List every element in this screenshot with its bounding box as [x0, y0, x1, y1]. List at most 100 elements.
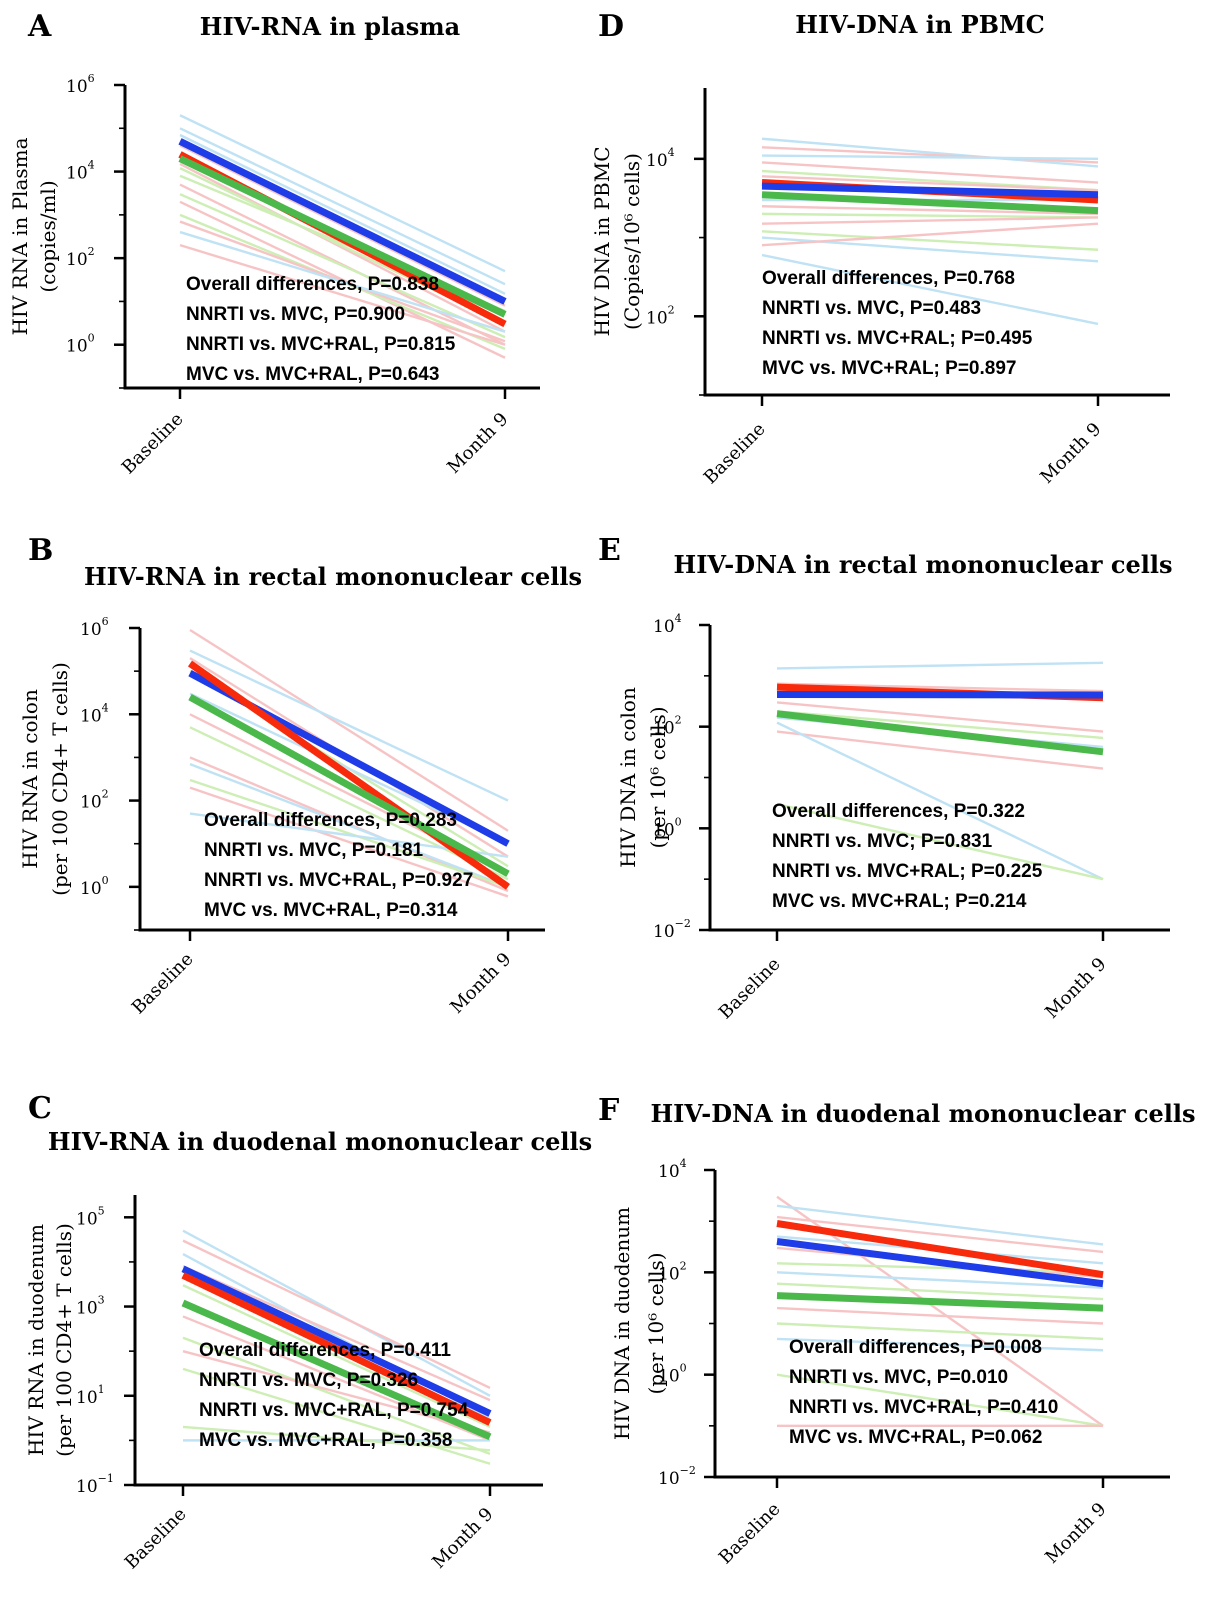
p-value-annotation: NNRTI vs. MVC+RAL; P=0.225	[772, 861, 1043, 882]
individual-line	[761, 161, 1099, 184]
p-value-annotation: Overall differences, P=0.008	[789, 1337, 1042, 1358]
individual-line	[776, 1215, 1104, 1254]
chart-title: HIV-RNA in plasma	[200, 12, 460, 41]
series-line-mvc	[178, 138, 507, 305]
individual-line	[179, 133, 506, 295]
y-tick-label: 10−2	[653, 917, 691, 942]
individual-line	[776, 682, 1104, 693]
individual-line	[189, 762, 509, 888]
individual-line	[182, 1367, 491, 1465]
individual-line	[761, 146, 1099, 164]
y-tick-label: 105	[76, 1204, 105, 1229]
p-value-annotation: MVC vs. MVC+RAL, P=0.062	[789, 1427, 1042, 1448]
p-value-annotation: Overall differences, P=0.411	[199, 1340, 451, 1361]
chart-panel-f: F HIV-DNA in duodenal mononuclear cells HI…	[598, 1093, 1196, 1568]
individual-line	[776, 710, 1104, 740]
y-tick-label: 102	[80, 788, 109, 813]
individual-line	[179, 144, 506, 307]
individual-line	[776, 1322, 1104, 1341]
p-value-annotation: NNRTI vs. MVC, P=0.326	[199, 1370, 418, 1391]
individual-line	[761, 230, 1099, 251]
y-tick-label: 102	[658, 1259, 687, 1284]
x-tick-label: Month 9	[1036, 419, 1105, 488]
chart-title: HIV-RNA in duodenal mononuclear cells	[48, 1127, 592, 1156]
individual-line	[182, 1425, 491, 1452]
individual-line	[179, 162, 506, 333]
p-value-annotation: NNRTI vs. MVC, P=0.900	[186, 304, 405, 325]
individual-line	[776, 1262, 1104, 1274]
y-tick-label: 10−2	[658, 1464, 696, 1489]
individual-line	[761, 216, 1099, 225]
individual-line	[776, 661, 1104, 670]
individual-line	[189, 786, 509, 898]
individual-line	[776, 721, 1104, 881]
x-tick-label: Baseline	[118, 409, 188, 479]
p-value-annotation: NNRTI vs. MVC; P=0.831	[772, 831, 993, 852]
individual-line	[761, 253, 1099, 326]
y-tick-label: 100	[658, 1362, 687, 1387]
individual-line	[189, 726, 509, 881]
individual-line	[189, 778, 509, 888]
chart-panel-a: A HIV-RNA in plasma HIV RNA in Plasma (copi…	[8, 9, 540, 478]
x-tick-label: Month 9	[443, 409, 512, 478]
panel-letter: B	[28, 533, 53, 568]
panel-letter: E	[598, 533, 621, 568]
y-axis-label: (per 10⁶ cells)	[644, 1252, 668, 1394]
p-value-annotation: NNRTI vs. MVC+RAL, P=0.815	[186, 334, 456, 355]
y-axis-label: HIV DNA in PBMC	[590, 146, 614, 336]
p-value-annotation: MVC vs. MVC+RAL, P=0.643	[186, 364, 439, 385]
series-line-mvc	[776, 1238, 1104, 1288]
individual-line	[182, 1265, 491, 1402]
x-tick-label: Baseline	[121, 1504, 191, 1574]
individual-line	[179, 230, 506, 333]
panel-letter: A	[27, 9, 52, 44]
chart-title: HIV-DNA in duodenal mononuclear cells	[650, 1099, 1195, 1128]
individual-line	[189, 649, 509, 802]
y-axis-label: (per 100 CD4+ T cells)	[48, 662, 72, 896]
chart-title: HIV-DNA in rectal mononuclear cells	[674, 550, 1173, 579]
y-tick-label: 104	[658, 1157, 687, 1182]
y-axis-label: HIV RNA in Plasma	[8, 137, 32, 335]
individual-line	[189, 628, 509, 832]
individual-line	[179, 200, 506, 359]
y-axis-label: HIV RNA in duodenum	[24, 1224, 48, 1456]
p-value-annotation: NNRTI vs. MVC, P=0.483	[762, 298, 981, 319]
y-axis-label: (Copies/10⁶ cells)	[620, 153, 644, 330]
y-axis-label: (copies/ml)	[36, 180, 60, 292]
p-value-annotation: NNRTI vs. MVC+RAL, P=0.410	[789, 1397, 1058, 1418]
chart-title: HIV-DNA in PBMC	[795, 10, 1044, 39]
y-tick-label: 102	[66, 245, 95, 270]
y-axis-label: HIV DNA in duodenum	[610, 1207, 634, 1440]
panel-letter: D	[598, 9, 624, 44]
y-tick-label: 100	[80, 874, 109, 899]
individual-line	[761, 212, 1099, 219]
y-tick-label: 106	[80, 615, 109, 640]
x-tick-label: Month 9	[1041, 1499, 1110, 1568]
y-axis-label: HIV RNA in colon	[18, 689, 42, 869]
y-tick-label: 103	[76, 1294, 105, 1319]
individual-line	[776, 1373, 1104, 1428]
chart-panel-d: D HIV-DNA in PBMC HIV DNA in PBMC (Copies/1…	[590, 9, 1170, 488]
individual-line	[761, 137, 1099, 168]
individual-line	[761, 175, 1099, 192]
p-value-annotation: Overall differences, P=0.283	[204, 810, 457, 831]
y-tick-label: 104	[80, 701, 109, 726]
p-value-annotation: MVC vs. MVC+RAL, P=0.358	[199, 1430, 452, 1451]
individual-line	[761, 222, 1099, 247]
individual-line	[761, 154, 1099, 161]
p-value-annotation: NNRTI vs. MVC+RAL, P=0.754	[199, 1400, 469, 1421]
individual-line	[776, 1204, 1104, 1246]
individual-line	[182, 1239, 491, 1389]
series-line-mvc	[761, 182, 1099, 199]
individual-line	[776, 1282, 1104, 1301]
individual-line	[776, 1306, 1104, 1325]
chart-panel-e: E HIV-DNA in rectal mononuclear cells HIV …	[598, 533, 1172, 1023]
x-tick-label: Baseline	[128, 949, 198, 1019]
y-axis-label: HIV DNA in colon	[616, 687, 640, 868]
series-line-nnrti	[181, 1272, 492, 1426]
p-value-annotation: Overall differences, P=0.768	[762, 268, 1015, 289]
individual-line	[776, 802, 1104, 881]
y-tick-label: 100	[66, 332, 95, 357]
